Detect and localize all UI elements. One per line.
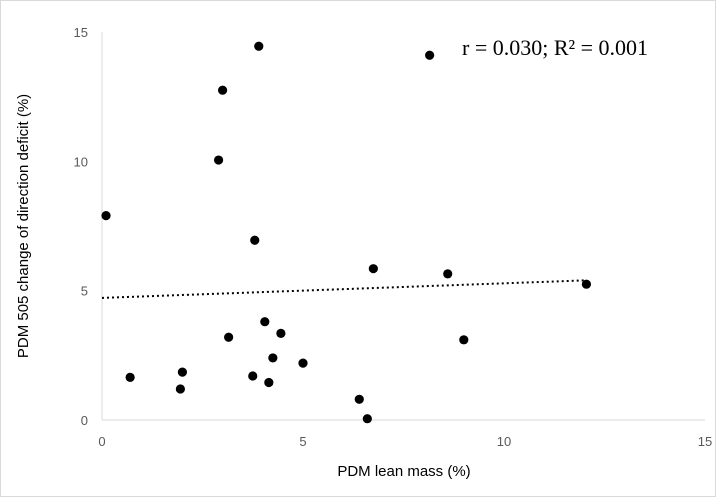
x-tick-label: 15 [698,434,712,449]
chart-frame [0,0,716,497]
data-point [264,377,274,388]
data-point [459,335,469,345]
data-point [101,211,111,221]
data-point [268,353,278,363]
trendline [101,279,587,299]
tick-labels-layer: 0 5 10 15 0 5 10 15 [74,25,713,449]
y-tick-label: 0 [81,413,88,428]
data-point [213,155,224,165]
x-tick-label: 5 [299,434,306,449]
x-axis-title: PDM lean mass (%) [337,463,470,480]
data-point [276,328,286,338]
y-tick-label: 5 [81,284,88,299]
data-point [362,414,372,424]
points-layer [101,41,592,424]
y-tick-label: 10 [74,154,88,169]
data-point [260,317,270,327]
data-point [443,269,453,279]
axes [101,32,705,421]
x-tick-label: 10 [497,434,511,449]
data-point [175,384,185,394]
data-point [298,358,308,368]
data-point [248,371,258,381]
trendline-layer [101,279,587,299]
data-point [425,50,435,60]
data-point [581,279,592,289]
data-point [177,367,187,377]
data-point [224,332,234,342]
data-point [368,264,378,274]
data-point [218,85,228,95]
y-axis-title: PDM 505 change of direction deficit (%) [15,94,32,358]
data-point [354,394,364,404]
y-tick-label: 15 [74,25,88,40]
x-tick-label: 0 [98,434,105,449]
data-point [250,235,260,245]
data-point [254,41,264,51]
data-point [125,372,135,382]
correlation-annotation: r = 0.030; R² = 0.001 [462,35,648,60]
